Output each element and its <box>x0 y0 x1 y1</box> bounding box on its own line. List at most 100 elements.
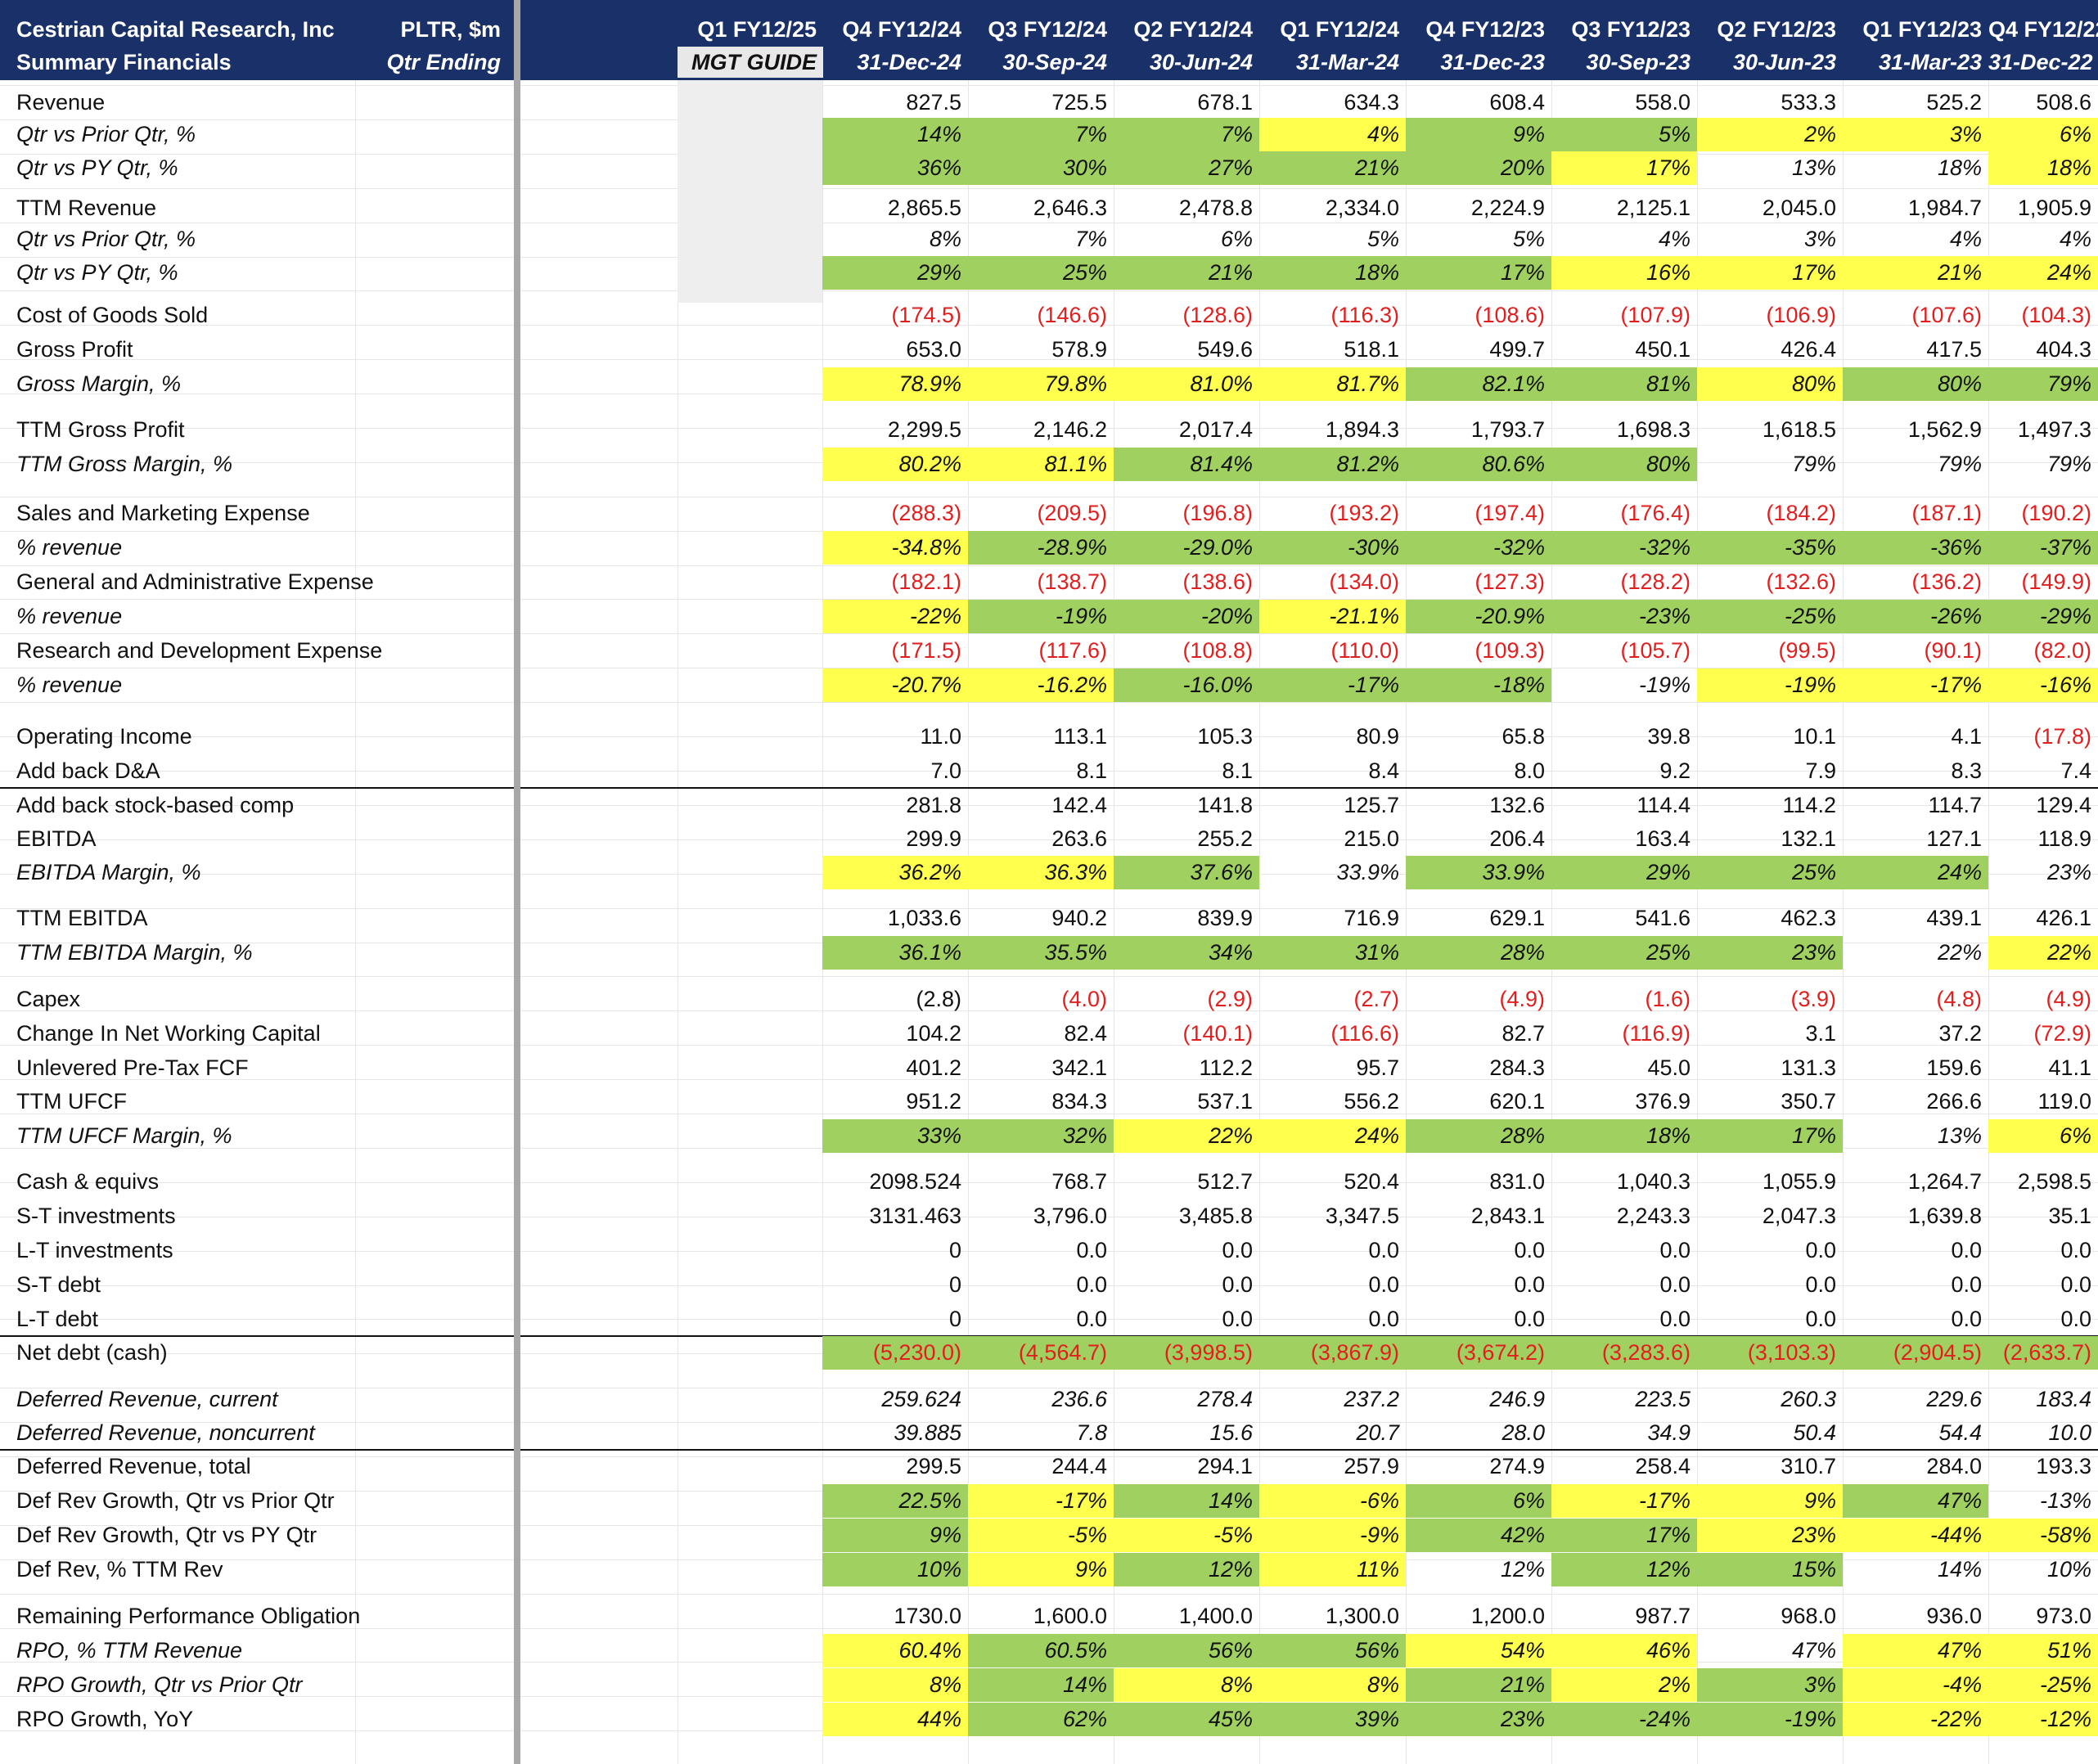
data-cell[interactable]: 0.0 <box>1805 1238 1836 1262</box>
data-cell[interactable] <box>678 1085 823 1118</box>
data-cell[interactable]: 1,793.7 <box>1470 417 1545 442</box>
row-label[interactable]: Sales and Marketing Expense <box>16 501 310 525</box>
data-cell[interactable]: 284.0 <box>1926 1454 1982 1478</box>
column-header-date[interactable]: 30-Sep-23 <box>1586 50 1691 74</box>
data-cell[interactable]: 13% <box>1791 155 1836 180</box>
data-cell[interactable]: 80% <box>1551 448 1697 481</box>
data-cell[interactable]: 0.0 <box>1076 1272 1107 1297</box>
data-cell[interactable]: 839.9 <box>1197 906 1253 930</box>
data-cell[interactable]: 237.2 <box>1344 1387 1399 1411</box>
data-cell[interactable]: (3,103.3) <box>1697 1336 1843 1370</box>
data-cell[interactable]: 82.7 <box>1501 1021 1545 1046</box>
data-cell[interactable]: 28% <box>1406 936 1551 970</box>
data-cell[interactable]: 725.5 <box>1051 90 1107 115</box>
data-cell[interactable]: 80.9 <box>1356 724 1399 749</box>
data-cell[interactable] <box>678 367 823 401</box>
data-cell[interactable]: 0.0 <box>1659 1272 1691 1297</box>
data-cell[interactable]: -24% <box>1551 1703 1697 1736</box>
data-cell[interactable] <box>678 600 823 633</box>
data-cell[interactable]: (3,674.2) <box>1406 1336 1551 1370</box>
data-cell[interactable]: -22% <box>822 600 968 633</box>
data-cell[interactable]: 36% <box>822 151 968 185</box>
data-cell[interactable]: 21% <box>1406 1668 1551 1702</box>
data-cell[interactable]: 14% <box>1937 1557 1982 1582</box>
column-header-quarter[interactable]: Q3 FY12/23 <box>1571 17 1691 42</box>
data-cell[interactable]: 22% <box>1114 1119 1259 1153</box>
data-cell[interactable]: 1,905.9 <box>2017 196 2091 220</box>
row-label[interactable]: Qtr vs PY Qtr, % <box>16 155 178 180</box>
data-cell[interactable]: 60.5% <box>968 1634 1114 1667</box>
column-header-date[interactable]: 30-Sep-24 <box>1002 50 1107 74</box>
data-cell[interactable]: 30% <box>968 151 1114 185</box>
column-header-quarter[interactable]: Q1 FY12/25 <box>697 17 817 42</box>
data-cell[interactable]: 25% <box>1551 936 1697 970</box>
data-cell[interactable]: 17% <box>1551 1519 1697 1552</box>
data-cell[interactable]: 0.0 <box>1951 1238 1982 1262</box>
data-cell[interactable]: (190.2) <box>2021 501 2091 525</box>
data-cell[interactable]: 2,646.3 <box>1033 196 1107 220</box>
data-cell[interactable] <box>678 497 823 530</box>
data-cell[interactable] <box>678 1165 823 1199</box>
data-cell[interactable]: -6% <box>1259 1484 1406 1518</box>
data-cell[interactable]: 8.4 <box>1368 758 1399 783</box>
data-cell[interactable]: (108.8) <box>1182 638 1253 663</box>
row-label[interactable]: TTM Gross Margin, % <box>16 452 233 476</box>
data-cell[interactable]: 112.2 <box>1199 1055 1253 1080</box>
data-cell[interactable]: 8.3 <box>1951 758 1982 783</box>
data-cell[interactable]: 450.1 <box>1635 337 1691 362</box>
data-cell[interactable]: 21% <box>1259 151 1406 185</box>
data-cell[interactable]: -26% <box>1843 600 1988 633</box>
data-cell[interactable]: 2,865.5 <box>887 196 961 220</box>
row-label[interactable]: Def Rev Growth, Qtr vs PY Qtr <box>16 1523 317 1547</box>
data-cell[interactable]: -29% <box>1988 600 2098 633</box>
data-cell[interactable]: 81.0% <box>1114 367 1259 401</box>
row-label[interactable]: TTM EBITDA Margin, % <box>16 940 253 965</box>
data-cell[interactable]: 39% <box>1259 1703 1406 1736</box>
row-label[interactable]: Def Rev Growth, Qtr vs Prior Qtr <box>16 1488 335 1513</box>
data-cell[interactable]: -44% <box>1843 1519 1988 1552</box>
data-cell[interactable]: 1,600.0 <box>1033 1604 1107 1628</box>
data-cell[interactable]: 9% <box>1406 118 1551 151</box>
data-cell[interactable]: 6% <box>1988 118 2098 151</box>
data-cell[interactable]: 1,264.7 <box>1907 1169 1982 1194</box>
data-cell[interactable]: 34% <box>1114 936 1259 970</box>
row-label[interactable]: TTM Gross Profit <box>16 417 185 442</box>
data-cell[interactable]: 22.5% <box>822 1484 968 1518</box>
data-cell[interactable]: 294.1 <box>1197 1454 1253 1478</box>
data-cell[interactable]: 3% <box>1803 227 1836 251</box>
data-cell[interactable]: 36.3% <box>968 856 1114 889</box>
data-cell[interactable]: 14% <box>1114 1484 1259 1518</box>
data-cell[interactable]: 1,984.7 <box>1907 196 1982 220</box>
data-cell[interactable]: 7% <box>968 118 1114 151</box>
data-cell[interactable]: 3,485.8 <box>1178 1204 1253 1228</box>
data-cell[interactable]: 206.4 <box>1489 826 1545 851</box>
data-cell[interactable]: 1,894.3 <box>1325 417 1399 442</box>
data-cell[interactable]: 7% <box>1074 227 1107 251</box>
data-cell[interactable]: 244.4 <box>1051 1454 1107 1478</box>
data-cell[interactable]: (3,867.9) <box>1259 1336 1406 1370</box>
data-cell[interactable]: (1.6) <box>1645 987 1691 1011</box>
data-cell[interactable]: 8% <box>822 1668 968 1702</box>
data-cell[interactable]: 17% <box>1697 256 1843 290</box>
data-cell[interactable]: 18% <box>1259 256 1406 290</box>
row-label[interactable]: Qtr vs Prior Qtr, % <box>16 122 196 146</box>
data-cell[interactable]: 1,400.0 <box>1178 1604 1253 1628</box>
data-cell[interactable]: (5,230.0) <box>822 1336 968 1370</box>
data-cell[interactable]: -30% <box>1259 531 1406 565</box>
row-label[interactable]: TTM UFCF <box>16 1089 127 1114</box>
data-cell[interactable]: 2,598.5 <box>2017 1169 2091 1194</box>
data-cell[interactable]: 47% <box>1791 1638 1836 1663</box>
data-cell[interactable]: 81.4% <box>1114 448 1259 481</box>
row-label[interactable]: Capex <box>16 987 81 1011</box>
data-cell[interactable]: 0.0 <box>1368 1307 1399 1331</box>
data-cell[interactable]: -18% <box>1406 668 1551 702</box>
data-cell[interactable] <box>678 565 823 599</box>
data-cell[interactable]: 104.2 <box>906 1021 961 1046</box>
row-label[interactable]: Change In Net Working Capital <box>16 1021 321 1046</box>
data-cell[interactable]: 36.2% <box>822 856 968 889</box>
data-cell[interactable]: (116.6) <box>1330 1021 1399 1046</box>
data-cell[interactable]: 0.0 <box>1514 1238 1545 1262</box>
data-cell[interactable]: 541.6 <box>1635 906 1691 930</box>
column-header-quarter[interactable]: Q4 FY12/22 <box>1988 17 2098 42</box>
